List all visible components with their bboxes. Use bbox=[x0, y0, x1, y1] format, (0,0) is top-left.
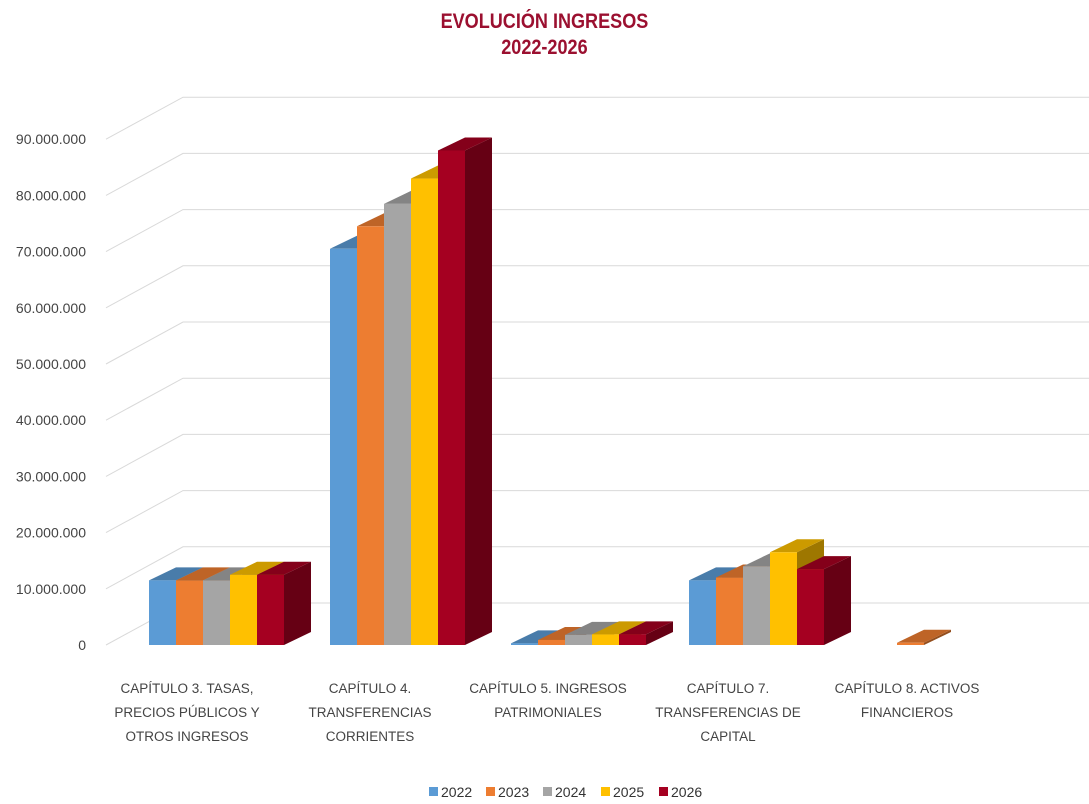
legend-label: 2022 bbox=[441, 784, 472, 800]
x-category-label: PATRIMONIALES bbox=[494, 705, 602, 720]
bar-side bbox=[646, 621, 673, 645]
bar bbox=[565, 634, 592, 645]
x-category-label: CAPÍTULO 8. ACTIVOS bbox=[835, 681, 980, 696]
x-category-label: CORRIENTES bbox=[326, 729, 415, 744]
bar bbox=[716, 577, 743, 645]
legend-swatch bbox=[543, 787, 552, 796]
gridline bbox=[105, 152, 1089, 196]
y-tick-label: 10.000.000 bbox=[16, 581, 86, 597]
bar bbox=[619, 634, 646, 645]
bar bbox=[592, 634, 619, 645]
y-tick-label: 20.000.000 bbox=[16, 525, 86, 541]
bar bbox=[203, 580, 230, 645]
bar bbox=[538, 639, 565, 645]
bar bbox=[257, 574, 284, 645]
legend-label: 2026 bbox=[671, 784, 702, 800]
bar bbox=[438, 150, 465, 645]
x-category-label: CAPÍTULO 5. INGRESOS bbox=[469, 681, 627, 696]
bar bbox=[176, 580, 203, 645]
x-category-label: TRANSFERENCIAS bbox=[308, 705, 431, 720]
bar bbox=[149, 580, 176, 645]
chart-subtitle: 2022-2026 bbox=[501, 36, 588, 59]
bar-top bbox=[565, 621, 619, 635]
legend-label: 2023 bbox=[498, 784, 529, 800]
x-category-label: CAPÍTULO 3. TASAS, bbox=[120, 681, 253, 696]
legend-label: 2024 bbox=[555, 784, 586, 800]
bar-top bbox=[619, 621, 673, 635]
bar bbox=[230, 574, 257, 645]
bar bbox=[897, 642, 924, 645]
x-category-label: CAPITAL bbox=[700, 729, 756, 744]
x-category-label: CAPÍTULO 7. bbox=[687, 681, 770, 696]
y-tick-label: 80.000.000 bbox=[16, 187, 86, 203]
bar-top bbox=[257, 561, 311, 575]
bar bbox=[511, 643, 538, 645]
legend-label: 2025 bbox=[613, 784, 644, 800]
bar-top bbox=[897, 629, 951, 643]
bar bbox=[357, 226, 384, 645]
bar-top bbox=[592, 621, 646, 635]
bar-top bbox=[149, 567, 203, 581]
y-tick-label: 60.000.000 bbox=[16, 300, 86, 316]
chart-title: EVOLUCIÓN INGRESOS bbox=[440, 10, 649, 33]
y-tick-label: 0 bbox=[78, 637, 86, 653]
x-category-label: FINANCIEROS bbox=[861, 705, 953, 720]
gridline bbox=[105, 209, 1089, 253]
x-category-label: CAPÍTULO 4. bbox=[329, 681, 412, 696]
legend-swatch bbox=[659, 787, 668, 796]
gridline bbox=[105, 377, 1089, 421]
bar-top bbox=[689, 567, 743, 581]
bar-top bbox=[230, 561, 284, 575]
bar-top bbox=[438, 137, 492, 151]
x-category-label: PRECIOS PÚBLICOS Y bbox=[114, 705, 259, 720]
bar bbox=[689, 580, 716, 645]
legend-swatch bbox=[486, 787, 495, 796]
gridline bbox=[105, 321, 1089, 365]
gridline bbox=[105, 490, 1089, 534]
y-tick-label: 50.000.000 bbox=[16, 356, 86, 372]
gridline bbox=[105, 265, 1089, 309]
legend-swatch bbox=[601, 787, 610, 796]
y-tick-label: 70.000.000 bbox=[16, 244, 86, 260]
x-category-label: TRANSFERENCIAS DE bbox=[655, 705, 801, 720]
y-tick-label: 90.000.000 bbox=[16, 131, 86, 147]
legend-swatch bbox=[429, 787, 438, 796]
bar-top bbox=[797, 556, 851, 570]
bar-side bbox=[924, 629, 951, 645]
bar bbox=[770, 552, 797, 645]
x-category-label: OTROS INGRESOS bbox=[125, 729, 248, 744]
bar bbox=[330, 248, 357, 646]
bar-top bbox=[770, 539, 824, 553]
bar bbox=[411, 178, 438, 646]
y-tick-label: 40.000.000 bbox=[16, 412, 86, 428]
bar-side bbox=[284, 561, 311, 645]
bar bbox=[797, 569, 824, 645]
bar-top bbox=[176, 567, 230, 581]
bar-side bbox=[824, 556, 851, 645]
gridline bbox=[105, 96, 1089, 140]
y-tick-label: 30.000.000 bbox=[16, 468, 86, 484]
bar bbox=[743, 566, 770, 645]
gridline bbox=[105, 433, 1089, 477]
bar-side bbox=[465, 137, 492, 645]
bar bbox=[384, 203, 411, 645]
